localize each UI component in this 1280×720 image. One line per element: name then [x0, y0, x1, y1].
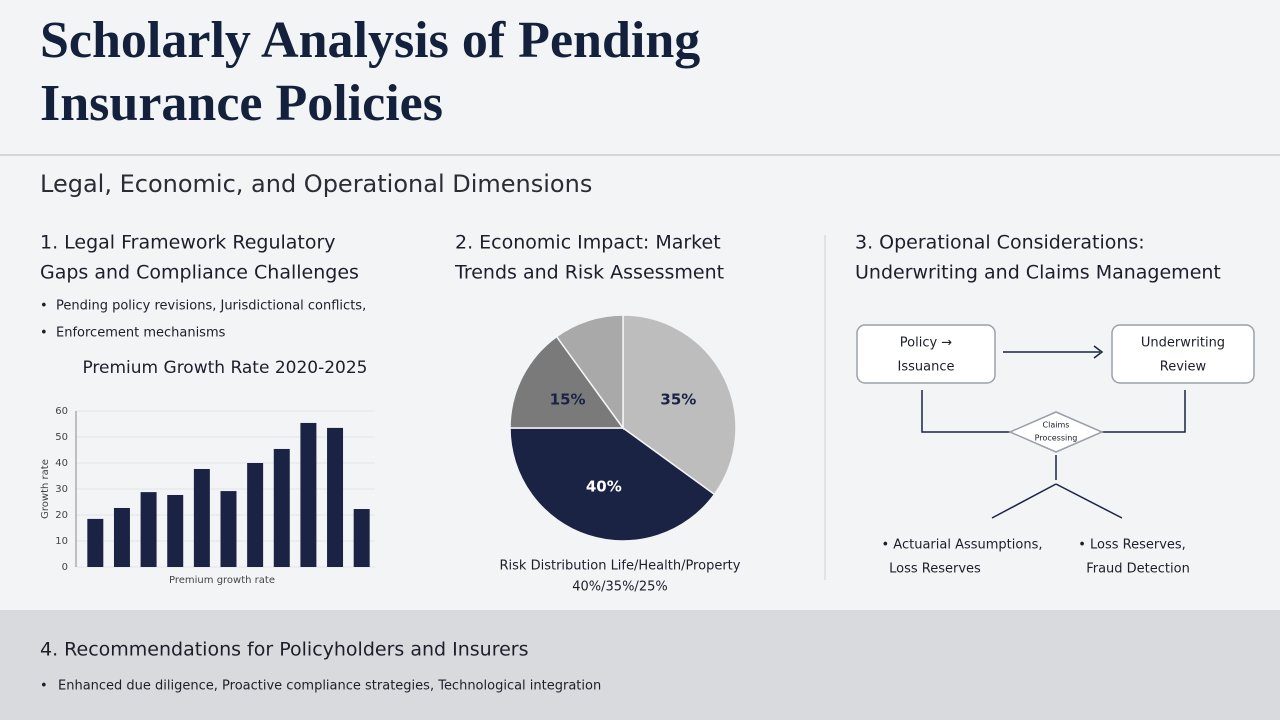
y-axis-label: Growth rate [40, 459, 51, 519]
note: Fraud Detection [1086, 562, 1190, 577]
bar [353, 509, 370, 567]
note: • Loss Reserves, [1078, 538, 1186, 553]
y-tick-label: 10 [55, 536, 68, 547]
node-label: Issuance [898, 360, 955, 375]
arrow-head [1093, 345, 1104, 359]
flow-diagram [856, 324, 1255, 519]
bullet-dot: • [40, 299, 48, 314]
pie-slice [509, 335, 625, 429]
connector [921, 390, 1010, 433]
data-label: 40% [586, 478, 622, 496]
node-label: Underwriting [1141, 336, 1225, 351]
bar [327, 427, 344, 567]
bar [247, 463, 264, 567]
data-label: 35% [660, 390, 696, 408]
y-tick-label: 60 [55, 406, 68, 417]
decision-diamond [1008, 411, 1104, 453]
node-box [1111, 324, 1255, 384]
bullet: Enhanced due diligence, Proactive compli… [58, 679, 601, 694]
pie-slice [555, 314, 624, 431]
y-tick-label: 40 [55, 458, 68, 469]
arrow [1055, 483, 1123, 519]
bullet-dot: • [40, 679, 48, 694]
bar [113, 507, 130, 567]
data-label: 15% [550, 390, 586, 408]
note: • Actuarial Assumptions, [882, 538, 1043, 553]
bottom-band [0, 610, 1280, 720]
bullet-dot: • [40, 326, 48, 341]
chart-title: Risk Distribution Life/Health/Property [500, 559, 741, 574]
bar [220, 491, 237, 567]
y-tick-label: 30 [55, 484, 68, 495]
pie-slice [622, 314, 737, 496]
node-label: Claims [1043, 421, 1070, 430]
section-heading: Underwriting and Claims Management [855, 262, 1221, 284]
x-axis-label: Premium growth rate [169, 575, 275, 586]
connector [1102, 390, 1186, 433]
chart-title: Premium Growth Rate 2020-2025 [82, 358, 367, 378]
node-label: Processing [1035, 434, 1078, 443]
node-label: Review [1160, 360, 1207, 375]
section-heading: Gaps and Compliance Challenges [40, 262, 359, 284]
title: Insurance Policies [40, 75, 443, 132]
arrow [991, 483, 1057, 519]
bullet: Pending policy revisions, Jurisdictional… [56, 299, 366, 314]
y-tick-label: 20 [55, 510, 68, 521]
bar [273, 448, 290, 567]
title: Scholarly Analysis of Pending [40, 12, 700, 69]
section-heading: 3. Operational Considerations: [855, 232, 1145, 254]
subtitle: Legal, Economic, and Operational Dimensi… [40, 170, 592, 198]
bar [87, 518, 104, 567]
y-tick-label: 0 [62, 562, 68, 573]
bar [193, 468, 210, 567]
bar [300, 422, 317, 567]
bullet: Enforcement mechanisms [56, 326, 226, 341]
bar [140, 492, 157, 567]
node-box [856, 324, 996, 384]
note: Loss Reserves [889, 562, 981, 577]
bar [167, 494, 184, 567]
chart-subtitle: 40%/35%/25% [572, 580, 667, 595]
node-label: Policy → [900, 336, 953, 351]
pie-slice [509, 427, 716, 542]
section-heading: 4. Recommendations for Policyholders and… [40, 639, 529, 661]
section-heading: 2. Economic Impact: Market [455, 232, 721, 254]
section-heading: 1. Legal Framework Regulatory [40, 232, 336, 254]
section-heading: Trends and Risk Assessment [454, 262, 724, 284]
y-tick-label: 50 [55, 432, 68, 443]
